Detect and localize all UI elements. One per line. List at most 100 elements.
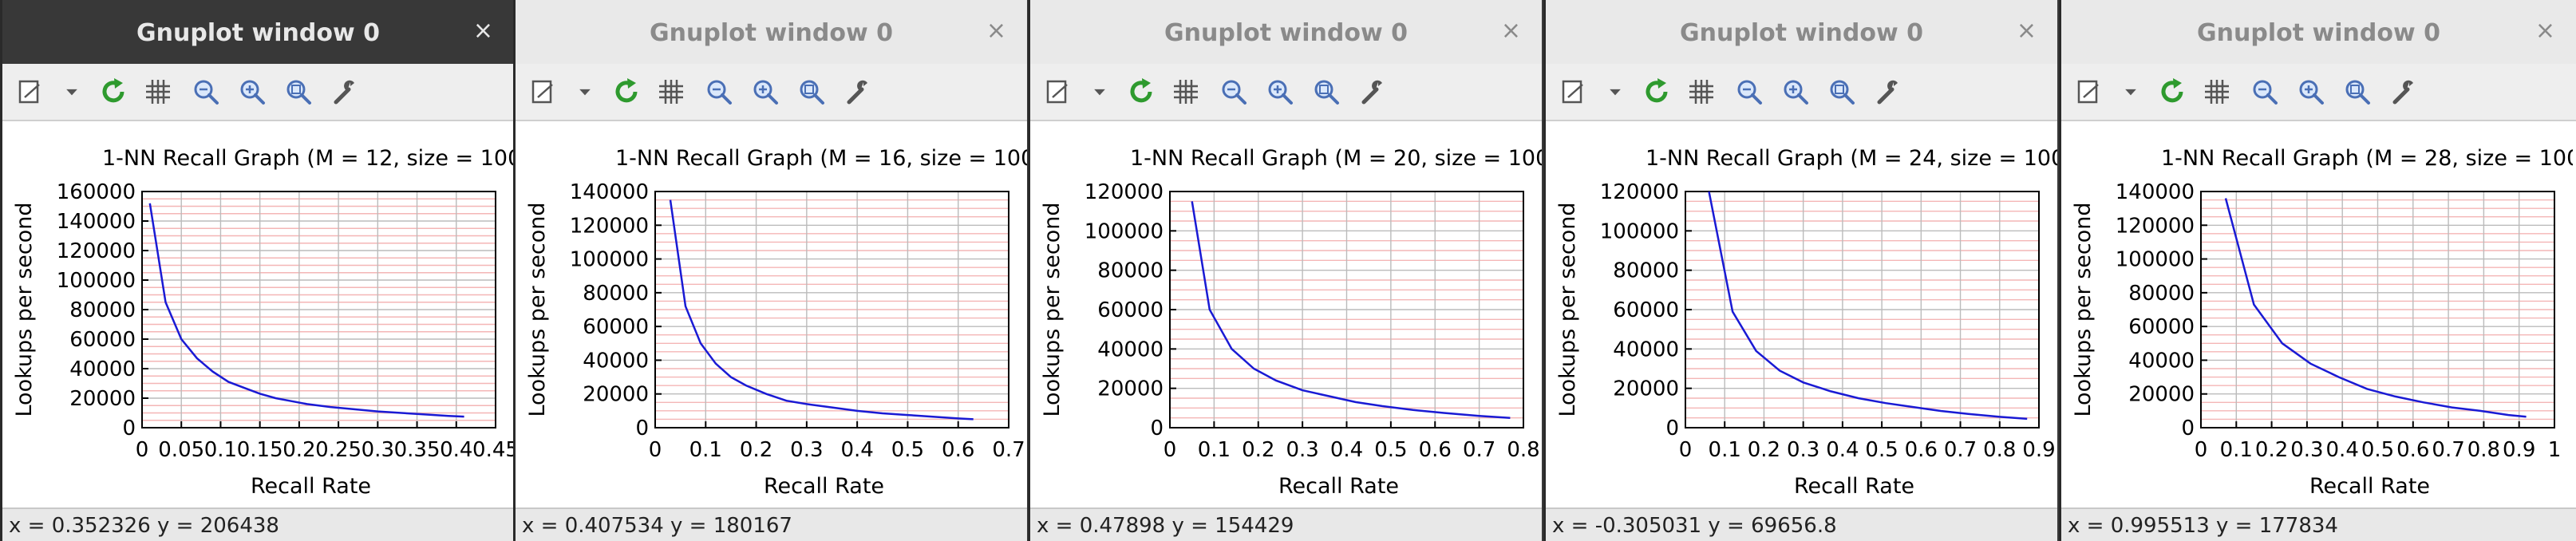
x-tick-label: 0.1 [689, 438, 722, 462]
x-tick-label: 0.6 [942, 438, 974, 462]
y-tick-label: 80000 [583, 282, 649, 306]
y-tick-label: 100000 [570, 248, 649, 272]
grid-toggle-icon[interactable] [654, 75, 688, 109]
y-tick-label: 40000 [583, 349, 649, 373]
zoom-previous-icon[interactable] [2248, 75, 2282, 109]
close-icon[interactable]: × [986, 17, 1006, 45]
replot-icon[interactable] [2155, 75, 2189, 109]
zoom-previous-icon[interactable] [189, 75, 223, 109]
settings-wrench-icon[interactable] [1356, 75, 1389, 109]
y-tick-label: 60000 [1613, 298, 1679, 322]
x-tick-label: 0.8 [1507, 438, 1539, 462]
replot-icon[interactable] [610, 75, 643, 109]
series-line [148, 203, 464, 418]
window-title: Gnuplot window 0 [650, 19, 893, 47]
zoom-previous-icon[interactable] [1217, 75, 1250, 109]
zoom-next-icon[interactable] [235, 75, 269, 109]
dropdown-arrow-icon[interactable] [575, 75, 595, 109]
export-icon[interactable] [1041, 75, 1075, 109]
window-titlebar[interactable]: Gnuplot window 0 × [2, 0, 514, 64]
x-tick-label: 0.8 [2467, 438, 2500, 462]
zoom-next-icon[interactable] [2294, 75, 2328, 109]
grid-toggle-icon[interactable] [1685, 75, 1718, 109]
plot-area[interactable]: 0 20000 40000 60000 80000 100000 120000 0 0.1 0.2… [1030, 121, 1542, 509]
y-tick-label: 100000 [1085, 219, 1164, 243]
window-titlebar[interactable]: Gnuplot window 0 × [516, 0, 1027, 64]
series-line [2224, 198, 2527, 418]
y-tick-label: 120000 [1085, 180, 1164, 204]
x-tick-label: 0.4 [440, 438, 472, 462]
x-tick-label: 0.15 [237, 438, 283, 462]
zoom-previous-icon[interactable] [702, 75, 736, 109]
window-titlebar[interactable]: Gnuplot window 0 × [2061, 0, 2576, 64]
autoscale-icon[interactable] [1310, 75, 1343, 109]
close-icon[interactable]: × [2535, 17, 2555, 45]
y-tick-label: 140000 [2116, 180, 2195, 204]
x-tick-label: 0.7 [2432, 438, 2464, 462]
gnuplot-window: Gnuplot window 0 × 0 20000 40000 60000 80000 10… [2059, 0, 2576, 541]
plot-area[interactable]: 0 20000 40000 60000 80000 100000 120000 140000 1… [2, 121, 514, 509]
settings-wrench-icon[interactable] [2387, 75, 2420, 109]
cursor-coordinates: x = 0.352326 y = 206438 [9, 514, 279, 538]
plot-area[interactable]: 0 20000 40000 60000 80000 100000 120000 140000 0… [2061, 121, 2573, 509]
close-icon[interactable]: × [1500, 17, 1521, 45]
toolbar [1030, 64, 1542, 121]
dropdown-arrow-icon[interactable] [1605, 75, 1626, 109]
y-tick-label: 0 [635, 417, 649, 440]
export-icon[interactable] [1557, 75, 1590, 109]
settings-wrench-icon[interactable] [841, 75, 875, 109]
replot-icon[interactable] [97, 75, 130, 109]
gnuplot-window: Gnuplot window 0 × 0 20000 40000 60000 80000 10… [1028, 0, 1542, 541]
close-icon[interactable]: × [472, 17, 493, 45]
cursor-coordinates: x = 0.407534 y = 180167 [522, 514, 792, 538]
autoscale-icon[interactable] [282, 75, 315, 109]
replot-icon[interactable] [1124, 75, 1158, 109]
grid-toggle-icon[interactable] [141, 75, 175, 109]
x-axis-label: Recall Rate [251, 474, 371, 499]
x-tick-label: 0.4 [1330, 438, 1363, 462]
zoom-previous-icon[interactable] [1732, 75, 1766, 109]
window-titlebar[interactable]: Gnuplot window 0 × [1546, 0, 2057, 64]
autoscale-icon[interactable] [1825, 75, 1859, 109]
y-tick-label: 0 [1150, 417, 1164, 440]
y-tick-label: 60000 [2128, 315, 2195, 339]
autoscale-icon[interactable] [795, 75, 828, 109]
close-icon[interactable]: × [2016, 17, 2037, 45]
x-tick-label: 0 [1679, 438, 1693, 462]
settings-wrench-icon[interactable] [1871, 75, 1905, 109]
y-tick-label: 80000 [2128, 282, 2195, 306]
window-title: Gnuplot window 0 [136, 19, 380, 47]
settings-wrench-icon[interactable] [328, 75, 362, 109]
zoom-next-icon[interactable] [1779, 75, 1812, 109]
x-tick-label: 0.7 [1463, 438, 1495, 462]
dropdown-arrow-icon[interactable] [2120, 75, 2141, 109]
dropdown-arrow-icon[interactable] [61, 75, 82, 109]
y-tick-label: 20000 [1097, 377, 1164, 401]
export-icon[interactable] [527, 75, 560, 109]
x-tick-label: 0.3 [1286, 438, 1318, 462]
x-tick-label: 0.3 [2290, 438, 2323, 462]
autoscale-icon[interactable] [2341, 75, 2374, 109]
status-bar: x = 0.47898 y = 154429 [1030, 507, 1542, 541]
x-tick-label: 0.1 [1198, 438, 1231, 462]
window-titlebar[interactable]: Gnuplot window 0 × [1030, 0, 1542, 64]
x-tick-label: 0.5 [1865, 438, 1898, 462]
grid-toggle-icon[interactable] [2200, 75, 2234, 109]
zoom-next-icon[interactable] [1263, 75, 1297, 109]
y-axis-label: Lookups per second [1555, 202, 1580, 417]
x-tick-label: 0.2 [740, 438, 772, 462]
x-tick-label: 0.6 [1419, 438, 1452, 462]
x-tick-label: 0.7 [992, 438, 1025, 462]
x-axis-label: Recall Rate [1278, 474, 1399, 499]
x-tick-label: 0.5 [1374, 438, 1407, 462]
export-icon[interactable] [2072, 75, 2106, 109]
export-icon[interactable] [14, 75, 47, 109]
grid-toggle-icon[interactable] [1169, 75, 1203, 109]
dropdown-arrow-icon[interactable] [1089, 75, 1110, 109]
plot-area[interactable]: 0 20000 40000 60000 80000 100000 120000 140000 0… [516, 121, 1027, 509]
replot-icon[interactable] [1640, 75, 1673, 109]
y-tick-label: 80000 [1613, 259, 1679, 283]
zoom-next-icon[interactable] [749, 75, 782, 109]
plot-area[interactable]: 0 20000 40000 60000 80000 100000 120000 0 0.1 0.2… [1546, 121, 2057, 509]
y-axis-label: Lookups per second [1040, 202, 1065, 417]
